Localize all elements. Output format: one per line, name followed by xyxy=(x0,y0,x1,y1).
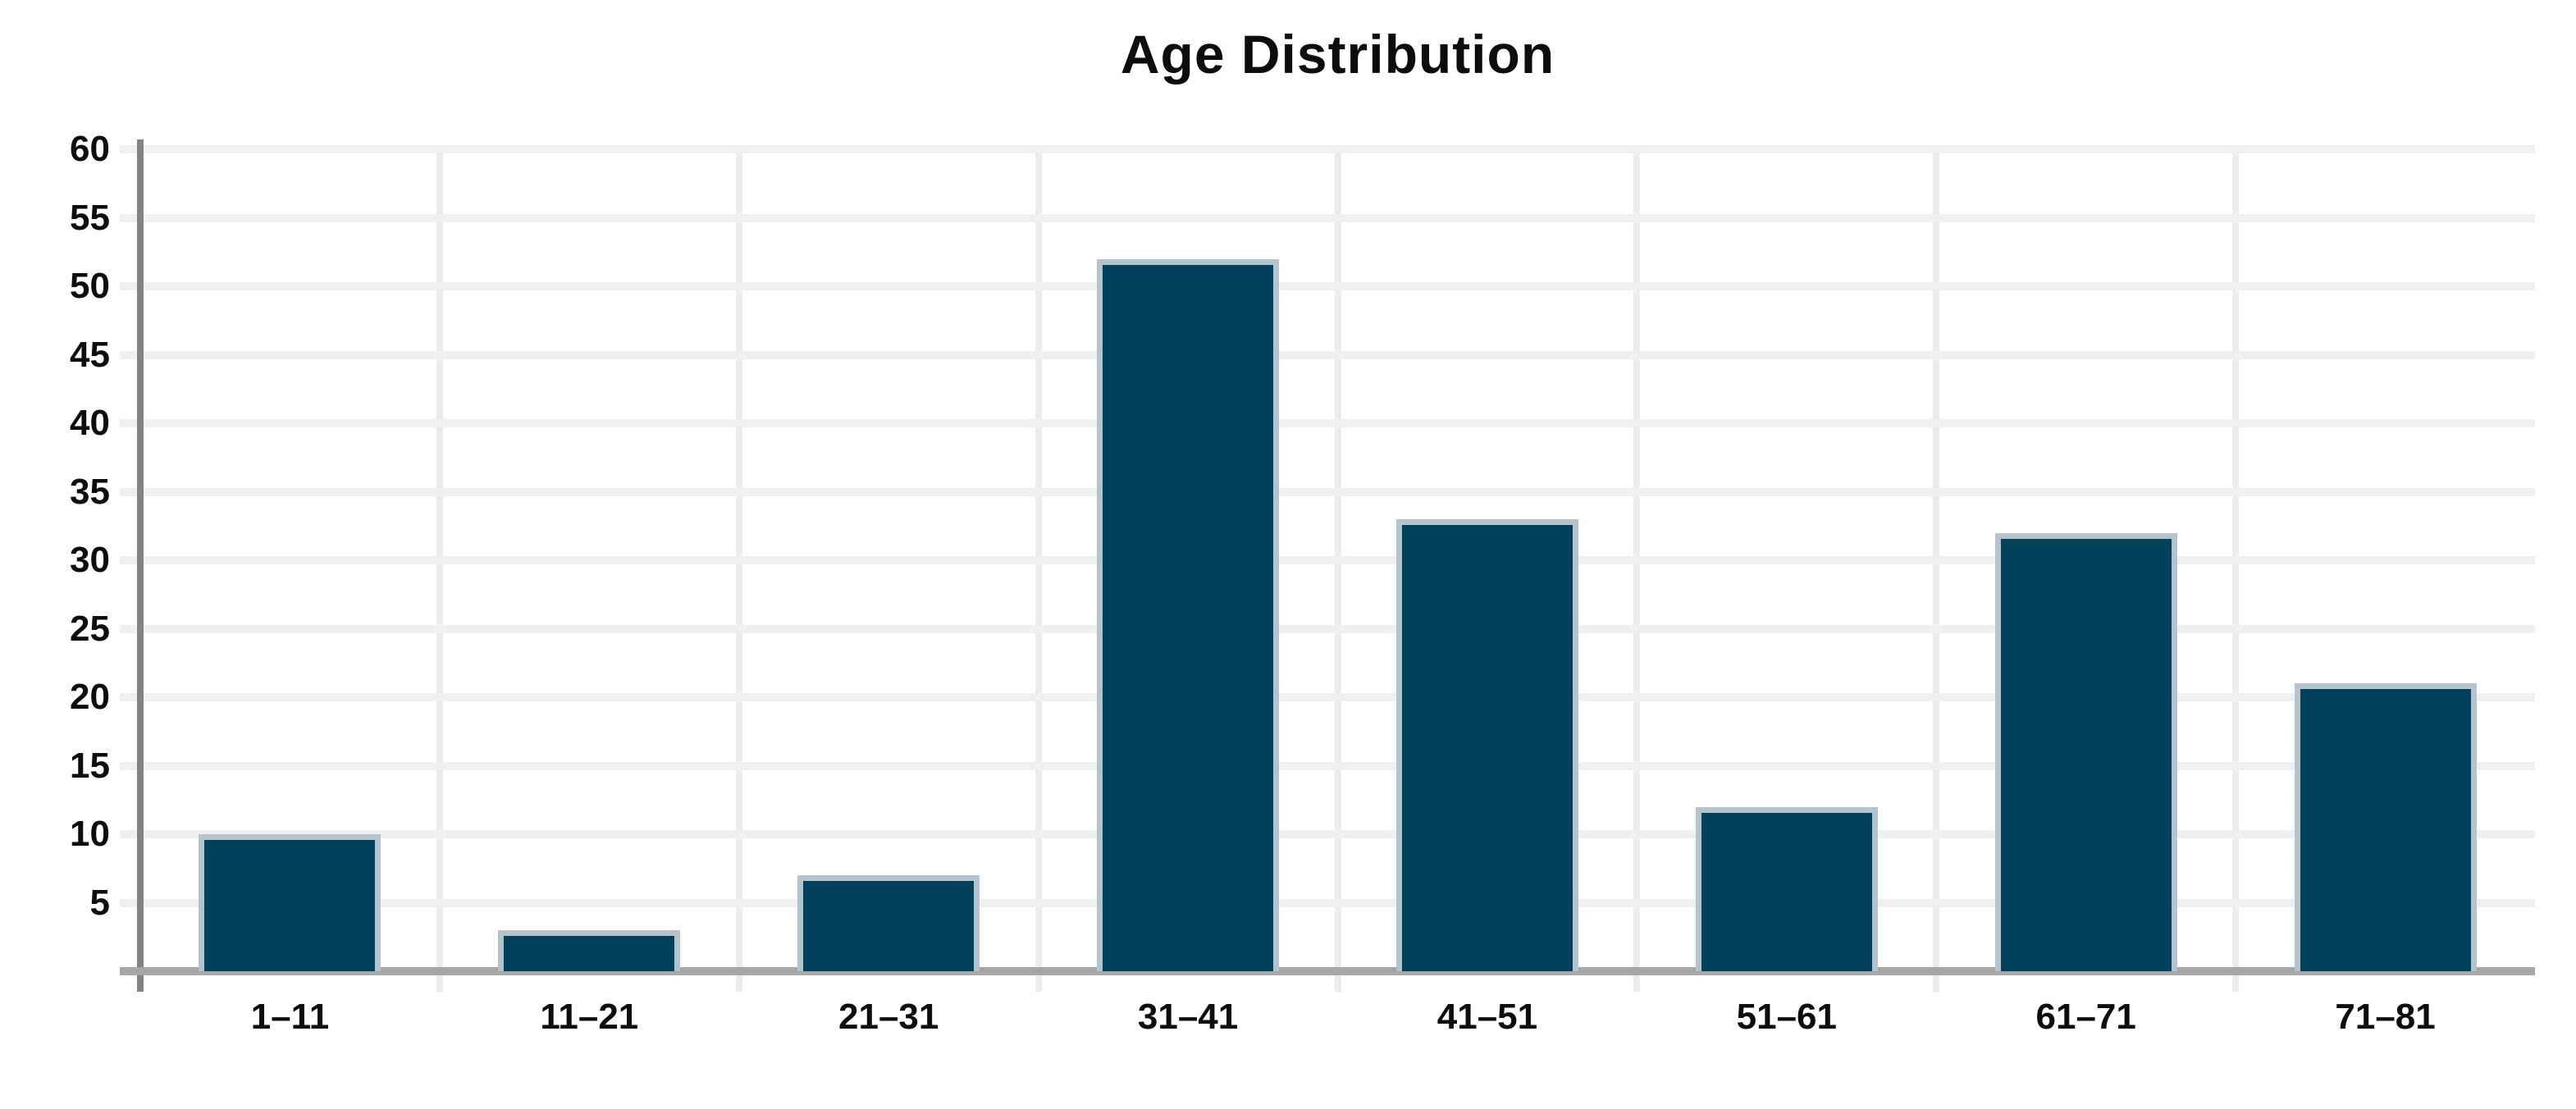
y-gridline xyxy=(120,556,2535,564)
y-axis-line xyxy=(137,139,144,992)
y-tick-label: 50 xyxy=(70,266,110,306)
x-tick-label: 61–71 xyxy=(2035,997,2136,1037)
y-tick-label: 45 xyxy=(70,334,110,375)
y-tick-label: 25 xyxy=(70,608,110,649)
x-tick-label: 21–31 xyxy=(838,997,939,1037)
y-tick-label: 10 xyxy=(70,814,110,854)
x-gridline xyxy=(1334,149,1341,992)
y-tick-label: 40 xyxy=(70,403,110,443)
y-gridline xyxy=(120,350,2535,359)
y-tick-label: 35 xyxy=(70,471,110,512)
y-gridline xyxy=(120,419,2535,427)
y-tick-label: 30 xyxy=(70,540,110,580)
y-gridline xyxy=(120,830,2535,838)
y-gridline xyxy=(120,624,2535,633)
chart-title: Age Distribution xyxy=(1120,24,1555,84)
y-tick-label: 20 xyxy=(70,677,110,717)
x-tick-label: 1–11 xyxy=(250,997,330,1037)
x-gridline xyxy=(1933,149,1940,992)
y-gridline xyxy=(120,761,2535,770)
y-gridline xyxy=(120,487,2535,496)
bar-11-21 xyxy=(498,929,681,971)
y-gridline xyxy=(120,145,2535,153)
x-axis-line xyxy=(120,967,2535,975)
x-tick-label: 41–51 xyxy=(1436,997,1538,1037)
bar-61-71 xyxy=(1994,532,2177,971)
x-gridline xyxy=(735,149,742,992)
bar-51-61 xyxy=(1695,806,1878,971)
y-tick-label: 15 xyxy=(70,745,110,786)
y-gridline xyxy=(120,213,2535,222)
bar-31-41 xyxy=(1097,258,1280,971)
x-tick-label: 31–41 xyxy=(1137,997,1239,1037)
x-gridline xyxy=(2232,149,2240,992)
bar-1-11 xyxy=(199,834,381,971)
x-tick-label: 11–21 xyxy=(540,997,639,1037)
x-tick-label: 51–61 xyxy=(1736,997,1837,1037)
x-tick-label: 71–81 xyxy=(2335,997,2436,1037)
y-gridline xyxy=(120,693,2535,701)
y-tick-label: 60 xyxy=(70,129,110,169)
bar-41-51 xyxy=(1395,518,1578,971)
x-gridline xyxy=(1633,149,1641,992)
x-gridline xyxy=(436,149,443,992)
y-tick-label: 55 xyxy=(70,197,110,238)
y-gridline xyxy=(120,282,2535,290)
y-gridline xyxy=(120,898,2535,907)
bar-21-31 xyxy=(797,875,980,971)
y-tick-label: 5 xyxy=(89,882,110,923)
x-gridline xyxy=(1035,149,1042,992)
bar-71-81 xyxy=(2294,683,2477,971)
